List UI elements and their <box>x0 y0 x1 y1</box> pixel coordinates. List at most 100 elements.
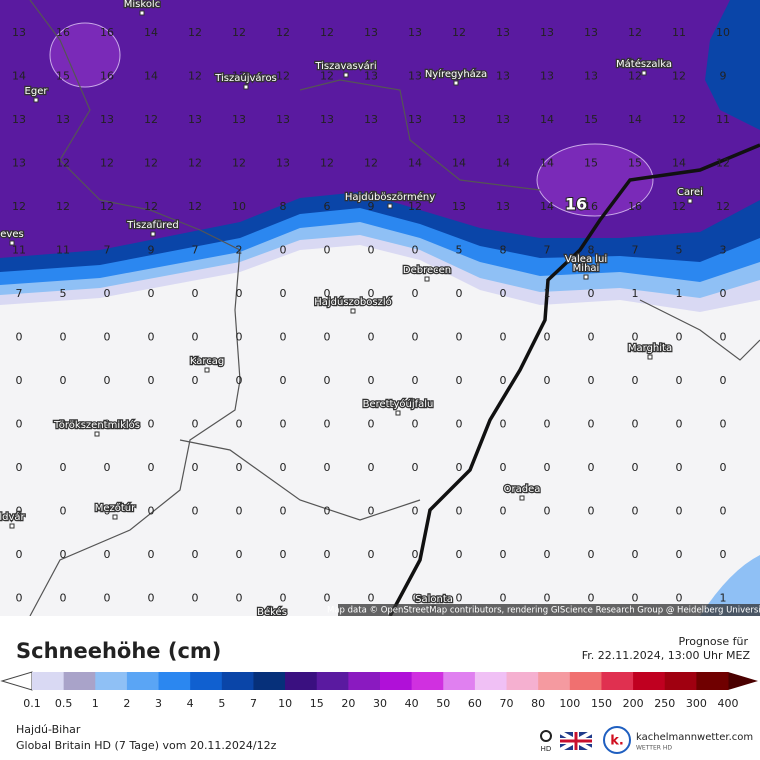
grid-value: 0 <box>720 374 727 387</box>
legend-swatch <box>221 672 254 690</box>
grid-value: 0 <box>720 418 727 431</box>
grid-value: 0 <box>16 418 23 431</box>
legend-tick-label: 2 <box>123 697 130 710</box>
grid-value: 0 <box>236 505 243 518</box>
grid-value: 0 <box>456 331 463 344</box>
grid-value: 13 <box>496 26 510 39</box>
grid-value: 0 <box>148 461 155 474</box>
grid-value: 0 <box>500 287 507 300</box>
grid-value: 11 <box>672 26 686 39</box>
title: Schneehöhe (cm) <box>16 639 221 663</box>
country-border <box>388 143 760 616</box>
city-label: Eger <box>25 86 49 97</box>
grid-value: 0 <box>676 548 683 561</box>
grid-value: 0 <box>236 287 243 300</box>
grid-value: 12 <box>628 70 642 83</box>
search-icon[interactable] <box>540 730 552 742</box>
grid-value: 0 <box>192 331 199 344</box>
grid-value: 13 <box>276 157 290 170</box>
city-label: Salonta <box>415 594 453 605</box>
max-area <box>49 22 121 88</box>
legend-swatch <box>411 672 444 690</box>
attribution: Map data © OpenStreetMap contributors, r… <box>327 606 760 616</box>
grid-value: 0 <box>236 331 243 344</box>
grid-value: 1 <box>632 287 639 300</box>
city-marker <box>9 240 15 246</box>
legend-panel: Schneehöhe (cm) Prognose für Fr. 22.11.2… <box>0 635 758 754</box>
grid-value: 0 <box>456 461 463 474</box>
city-label: Mezőtúr <box>95 502 136 514</box>
grid-value: 0 <box>368 331 375 344</box>
city-label: Mátészalka <box>616 58 672 70</box>
grid-value: 0 <box>368 418 375 431</box>
grid-value: 0 <box>60 505 67 518</box>
grid-value: 0 <box>676 592 683 605</box>
grid-value: 0 <box>632 461 639 474</box>
grid-value: 0 <box>588 287 595 300</box>
grid-value: 13 <box>584 70 598 83</box>
grid-value: 13 <box>496 200 510 213</box>
brand-logo[interactable] <box>603 726 631 754</box>
grid-value: 13 <box>12 157 26 170</box>
grid-value: 9 <box>368 200 375 213</box>
grid-value: 0 <box>104 374 111 387</box>
grid-value: 0 <box>324 548 331 561</box>
grid-value: 0 <box>280 461 287 474</box>
city-marker <box>641 70 647 76</box>
grid-value: 13 <box>12 26 26 39</box>
city-marker <box>350 308 356 314</box>
grid-value: 12 <box>232 157 246 170</box>
grid-value: 12 <box>320 70 334 83</box>
grid-value: 0 <box>236 548 243 561</box>
grid-value: 0 <box>280 374 287 387</box>
city-marker <box>150 231 156 237</box>
flag-uk[interactable] <box>559 730 593 752</box>
city-marker <box>33 97 39 103</box>
grid-value: 7 <box>16 287 23 300</box>
grid-value: 0 <box>676 331 683 344</box>
grid-value: 0 <box>148 331 155 344</box>
grid-value: 12 <box>716 157 730 170</box>
grid-value: 13 <box>188 113 202 126</box>
grid-value: 0 <box>16 505 23 518</box>
grid-value: 0 <box>324 505 331 518</box>
grid-value: 0 <box>544 505 551 518</box>
legend-swatch <box>348 672 381 690</box>
grid-value: 13 <box>100 113 114 126</box>
grid-value: 9 <box>148 244 155 257</box>
grid-value: 13 <box>364 113 378 126</box>
grid-value: 0 <box>60 461 67 474</box>
grid-value: 16 <box>628 200 642 213</box>
grid-value: 0 <box>104 418 111 431</box>
grid-value: 0 <box>456 548 463 561</box>
grid-value: 0 <box>368 461 375 474</box>
city-label: Mihai <box>573 263 600 274</box>
grid-value: 0 <box>500 418 507 431</box>
city-marker <box>9 523 15 529</box>
grid-value: 14 <box>672 157 686 170</box>
grid-value: 0 <box>236 592 243 605</box>
grid-value: 0 <box>60 374 67 387</box>
grid-value: 13 <box>276 113 290 126</box>
region: Hajdú-Bihar <box>16 723 81 736</box>
grid-value: 0 <box>456 592 463 605</box>
legend-arrow-high <box>728 672 758 690</box>
legend-swatch <box>696 672 729 690</box>
grid-value: 0 <box>720 461 727 474</box>
grid-value: 12 <box>188 157 202 170</box>
city-label: Oradea <box>504 484 541 495</box>
city-label: Nyíregyháza <box>425 68 487 80</box>
grid-value: 12 <box>144 113 158 126</box>
grid-value: 12 <box>320 157 334 170</box>
grid-value: 13 <box>56 113 70 126</box>
city-marker <box>453 80 459 86</box>
grid-value: 0 <box>236 418 243 431</box>
grid-value: 1 <box>544 287 551 300</box>
grid-value: 13 <box>584 26 598 39</box>
hd-label[interactable]: HD <box>541 745 552 753</box>
grid-value: 9 <box>720 70 727 83</box>
brand[interactable]: kachelmannwetter.com <box>636 732 753 743</box>
city-label: Tiszavasvári <box>314 60 376 72</box>
legend-tick-label: 1 <box>92 697 99 710</box>
grid-value: 0 <box>544 374 551 387</box>
